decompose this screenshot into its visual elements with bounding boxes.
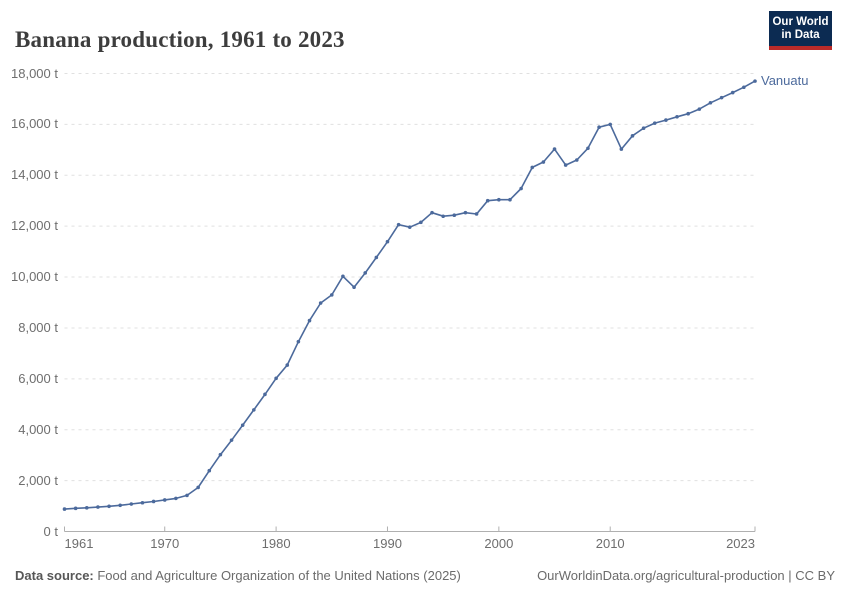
chart-title: Banana production, 1961 to 2023	[15, 27, 345, 53]
data-point[interactable]	[641, 126, 646, 131]
y-axis-tick-label: 0 t	[43, 523, 58, 539]
data-point[interactable]	[263, 392, 267, 397]
y-axis-tick-label: 16,000 t	[11, 116, 58, 132]
data-point[interactable]	[374, 255, 379, 260]
y-axis-tick-label: 4,000 t	[18, 421, 58, 437]
data-point[interactable]	[664, 118, 668, 122]
y-axis-tick-label: 8,000 t	[18, 319, 58, 335]
data-point[interactable]	[508, 197, 512, 202]
data-point[interactable]	[430, 210, 434, 215]
data-point[interactable]	[407, 225, 412, 229]
data-point[interactable]	[441, 214, 445, 219]
y-axis-tick-label: 12,000 t	[11, 218, 58, 234]
y-axis-tick-label: 14,000 t	[11, 167, 58, 183]
data-point[interactable]	[619, 147, 624, 151]
x-axis-tick-label: 2010	[595, 536, 625, 551]
data-point[interactable]	[552, 147, 557, 151]
data-point[interactable]	[318, 301, 323, 305]
data-point[interactable]	[396, 222, 401, 227]
data-point[interactable]	[452, 213, 457, 218]
data-point[interactable]	[497, 197, 501, 202]
data-point[interactable]	[307, 318, 312, 323]
data-point[interactable]	[151, 499, 156, 504]
data-point[interactable]	[84, 506, 89, 510]
data-point[interactable]	[530, 165, 535, 170]
data-line-vanuatu[interactable]	[64, 80, 756, 510]
owid-logo-line2: in Data	[781, 28, 820, 41]
data-point[interactable]	[352, 285, 356, 290]
chart-footer: Data source: Food and Agriculture Organi…	[15, 568, 835, 583]
data-point[interactable]	[285, 363, 290, 367]
data-point[interactable]	[597, 125, 601, 129]
data-point[interactable]	[363, 271, 368, 275]
data-point[interactable]	[474, 212, 479, 216]
data-point[interactable]	[107, 504, 111, 509]
data-source-text: Food and Agriculture Organization of the…	[93, 568, 461, 583]
data-point[interactable]	[608, 122, 613, 127]
owid-logo: Our World in Data	[769, 11, 832, 46]
y-axis-tick-label: 6,000 t	[18, 370, 58, 386]
data-point[interactable]	[742, 85, 746, 90]
data-point[interactable]	[129, 502, 134, 506]
data-point[interactable]	[675, 114, 679, 119]
data-point[interactable]	[730, 90, 735, 95]
x-axis-tick-label: 1980	[261, 536, 291, 551]
data-source-label: Data source:	[15, 568, 94, 583]
attribution-note: OurWorldinData.org/agricultural-producti…	[537, 568, 835, 583]
data-point[interactable]	[196, 485, 200, 490]
data-point[interactable]	[218, 452, 223, 457]
data-point[interactable]	[575, 158, 579, 162]
data-point[interactable]	[708, 100, 713, 105]
data-point[interactable]	[274, 376, 278, 381]
data-point[interactable]	[174, 496, 178, 501]
data-point[interactable]	[485, 198, 490, 203]
data-point[interactable]	[162, 498, 167, 502]
data-point[interactable]	[240, 423, 245, 427]
data-point[interactable]	[185, 493, 189, 498]
data-point[interactable]	[62, 507, 67, 511]
data-point[interactable]	[96, 505, 100, 509]
data-point[interactable]	[630, 134, 635, 138]
owid-logo-redbar	[769, 46, 832, 50]
data-point[interactable]	[252, 408, 256, 412]
y-axis-tick-label: 10,000 t	[11, 269, 58, 285]
data-point[interactable]	[419, 220, 423, 225]
data-point[interactable]	[541, 160, 546, 164]
y-axis-tick-label: 2,000 t	[18, 472, 58, 488]
data-point[interactable]	[652, 121, 657, 125]
data-point[interactable]	[207, 468, 212, 473]
entity-label-vanuatu[interactable]: Vanuatu	[761, 73, 809, 89]
data-point[interactable]	[463, 210, 468, 215]
data-point[interactable]	[385, 239, 390, 244]
x-axis-tick-label: 2023	[726, 536, 755, 551]
data-point[interactable]	[341, 274, 345, 279]
data-point[interactable]	[519, 186, 523, 191]
data-point[interactable]	[229, 438, 234, 442]
y-axis-tick-label: 18,000 t	[11, 65, 58, 81]
data-point[interactable]	[753, 79, 757, 83]
data-point[interactable]	[296, 339, 301, 344]
owid-logo-line1: Our World	[772, 15, 829, 28]
data-point[interactable]	[686, 111, 690, 116]
x-axis-tick-label: 1990	[373, 536, 402, 551]
data-point[interactable]	[586, 146, 590, 151]
data-point[interactable]	[140, 500, 145, 505]
data-point[interactable]	[329, 293, 334, 297]
data-source-note: Data source: Food and Agriculture Organi…	[15, 568, 461, 583]
data-point[interactable]	[563, 163, 568, 167]
data-point[interactable]	[118, 503, 122, 508]
x-axis-tick-label: 1970	[150, 536, 180, 551]
data-point[interactable]	[719, 95, 724, 100]
data-point[interactable]	[73, 506, 78, 511]
data-point[interactable]	[697, 107, 702, 111]
x-axis-tick-label: 2000	[484, 536, 514, 551]
x-axis-tick-label: 1961	[64, 536, 94, 551]
